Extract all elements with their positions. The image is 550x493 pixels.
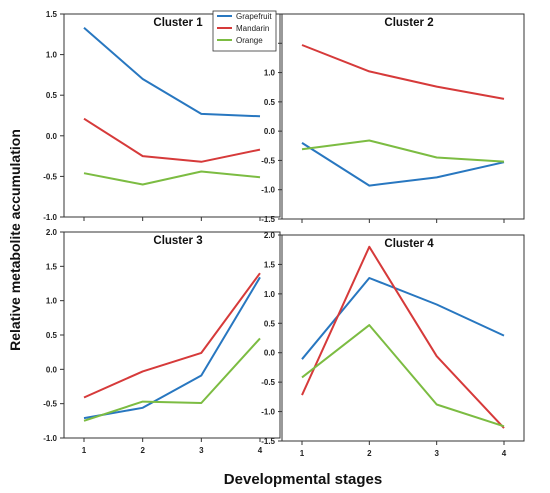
panel-title: Cluster 1 — [153, 17, 203, 29]
series-line-orange — [83, 170, 261, 186]
panel-cluster-1: -1.0 -0.5 0.0 0.5 1.0 1.5 Cluster 1 — [43, 10, 281, 222]
y-tick-label: 0.5 — [264, 98, 276, 107]
y-tick-label: -0.5 — [43, 172, 57, 181]
y-tick-label: -1.0 — [261, 408, 275, 417]
y-tick-label: -0.5 — [43, 400, 57, 409]
x-tick-label: 1 — [300, 449, 305, 458]
y-tick-label: 2.0 — [46, 228, 58, 237]
series-line-orange — [301, 324, 505, 428]
x-tick-label: 1 — [82, 446, 87, 455]
panel-frame — [63, 231, 281, 439]
y-axis-title: Relative metabolite accumulation — [7, 129, 23, 351]
series-line-mandarin — [83, 272, 261, 399]
x-axis-title: Developmental stages — [224, 471, 382, 488]
series-line-grapefruit — [301, 277, 505, 360]
y-tick-label: 0.5 — [264, 319, 276, 328]
series-line-grapefruit — [301, 142, 505, 187]
y-tick-label: 1.5 — [46, 262, 58, 271]
y-tick-label: 2.0 — [264, 231, 276, 240]
y-tick-label: 1.0 — [46, 51, 58, 60]
y-tick-label: -1.0 — [43, 434, 57, 443]
series-line-mandarin — [301, 44, 505, 100]
y-tick-label: -1.5 — [261, 437, 275, 446]
y-tick-label: 0.0 — [264, 127, 276, 136]
series-line-grapefruit — [83, 276, 261, 420]
y-tick-label: 0.0 — [46, 365, 58, 374]
y-tick-label: 0.0 — [264, 349, 276, 358]
panel-frame — [281, 234, 525, 442]
panel-title: Cluster 4 — [384, 238, 434, 250]
x-tick-label: 3 — [199, 446, 204, 455]
y-tick-label: -1.5 — [261, 215, 275, 224]
panel-title: Cluster 3 — [153, 235, 202, 247]
legend: Grapefruit Mandarin Orange — [212, 10, 277, 52]
series-line-mandarin — [301, 245, 505, 429]
series-line-orange — [301, 139, 505, 163]
panel-title: Cluster 2 — [384, 17, 433, 29]
series-line-orange — [83, 337, 261, 422]
y-tick-label: 1.5 — [46, 10, 58, 19]
x-tick-label: 4 — [502, 449, 507, 458]
panel-cluster-3: -1.0 -0.5 0.0 0.5 1.0 1.5 2.0 1 2 3 4 Cluster 3 — [43, 228, 281, 455]
x-tick-label: 2 — [367, 449, 372, 458]
y-tick-label: 0.0 — [46, 132, 58, 141]
x-tick-label: 2 — [140, 446, 145, 455]
series-line-mandarin — [83, 117, 261, 163]
x-tick-label: 3 — [434, 449, 439, 458]
panel-cluster-4: -1.5 -1.0 -0.5 0.0 0.5 1.0 1.5 2.0 1 2 3 4 Cluster 4 — [261, 231, 525, 458]
y-tick-label: -0.5 — [261, 378, 275, 387]
legend-label: Grapefruit — [236, 12, 272, 21]
y-tick-label: -1.0 — [43, 213, 57, 222]
legend-label: Mandarin — [236, 24, 269, 33]
panel-frame — [281, 13, 525, 220]
y-tick-label: 0.5 — [46, 91, 58, 100]
panel-frame — [63, 13, 281, 218]
y-tick-label: 1.0 — [264, 290, 276, 299]
y-tick-label: 1.0 — [264, 69, 276, 78]
legend-box — [212, 10, 277, 52]
legend-label: Orange — [236, 36, 263, 45]
series-line-grapefruit — [83, 27, 261, 118]
y-tick-label: 1.0 — [46, 297, 58, 306]
y-tick-label: 1.5 — [264, 260, 276, 269]
x-tick-label: 4 — [258, 446, 263, 455]
y-tick-label: -1.0 — [261, 186, 275, 195]
y-tick-label: -0.5 — [261, 156, 275, 165]
y-tick-label: 0.5 — [46, 331, 58, 340]
